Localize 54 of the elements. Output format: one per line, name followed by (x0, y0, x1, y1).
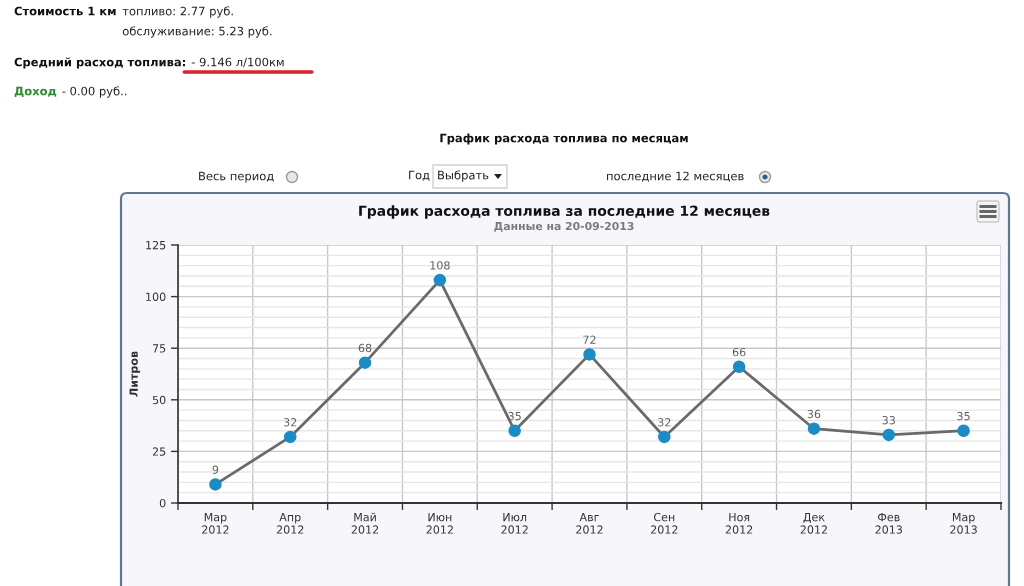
point (807, 422, 821, 435)
text: Год (409, 170, 430, 181)
x-tick-label: Май 2012 (351, 512, 379, 534)
text: топливо: 2.77 руб. (122, 6, 233, 18)
point (658, 430, 671, 444)
y-tick-label: 50 (152, 395, 166, 405)
text: Доход (14, 86, 57, 97)
y-tick-label: 125 (146, 240, 166, 250)
data-label: 68 (358, 343, 372, 353)
point (358, 356, 372, 369)
data-label: 32 (658, 418, 671, 427)
data-label: 66 (732, 347, 746, 357)
data-label: 33 (882, 416, 895, 425)
data-label: 72 (583, 335, 596, 344)
point (283, 430, 297, 444)
text: Стоимость 1 км (14, 6, 116, 16)
text: Весь период (199, 171, 274, 183)
x-tick-label: Фев 2013 (875, 513, 903, 534)
x-tick-label: Мар 2013 (950, 513, 977, 534)
data-label: 108 (430, 261, 450, 270)
point (583, 348, 596, 361)
y-tick-label: 25 (152, 447, 166, 456)
point (882, 428, 896, 442)
data-label: 9 (212, 465, 219, 474)
x-tick-label: Апр 2012 (276, 513, 304, 534)
x-tick-label: Авг 2012 (576, 513, 603, 534)
y-tick-label: 100 (146, 292, 166, 301)
text: Выбрать (438, 170, 489, 182)
point (732, 360, 746, 374)
y-tick-label: 0 (159, 498, 166, 508)
data-label: 35 (957, 411, 970, 421)
y-axis-title: Литров (129, 351, 140, 397)
chart-title: График расхода топлива за последние 12 месяцев (359, 205, 770, 219)
text: Средний расход топлива: (14, 57, 185, 69)
chart-subtitle: Данные на 20-09-2013 (494, 221, 634, 232)
text: График расхода топлива по месяцам (440, 133, 688, 145)
data-label: 32 (284, 418, 297, 427)
x-tick-label: Июл 2012 (501, 513, 528, 534)
text: - 9.146 л/100км (191, 57, 284, 68)
x-tick-label: Сен 2012 (650, 512, 678, 534)
x-tick-label: Ноя 2012 (725, 513, 753, 534)
point (508, 424, 521, 438)
data-label: 35 (508, 411, 521, 421)
x-tick-label: Мар 2012 (202, 513, 229, 534)
x-tick-label: Дек 2012 (800, 513, 827, 534)
text: обслуживание: 5.23 руб. (122, 26, 272, 38)
text: - 0.00 руб.. (62, 86, 127, 98)
point (209, 478, 222, 491)
x-tick-label: Июн 2012 (426, 513, 453, 534)
data-label: 36 (807, 409, 821, 419)
text: последние 12 месяцев (607, 171, 744, 182)
point (433, 273, 447, 287)
y-tick-label: 75 (152, 344, 166, 353)
point (957, 424, 970, 438)
